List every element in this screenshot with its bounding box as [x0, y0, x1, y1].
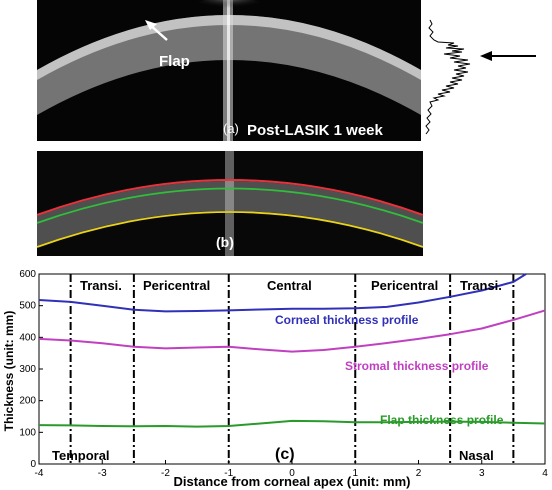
oct-scan-a: Flap (a) Post-LASIK 1 week: [37, 0, 421, 141]
region-label-transi-right: Transi.: [460, 278, 502, 293]
oct-image-panel-a: Flap (a) Post-LASIK 1 week: [37, 0, 421, 141]
y-tick-label: 500: [19, 301, 36, 312]
chart-series: [38, 273, 546, 428]
x-tick-label: -3: [98, 468, 107, 479]
series-label-corneal: Corneal thickness profile: [275, 313, 419, 327]
series-label-flap: Flap thickness profile: [380, 413, 504, 427]
x-tick-label: -4: [35, 468, 44, 479]
series-label-stromal: Stromal thickness profile: [345, 359, 489, 373]
condition-label: Post-LASIK 1 week: [247, 122, 384, 139]
side-label-nasal: Nasal: [459, 448, 494, 463]
series-line-0: [38, 273, 527, 313]
x-tick-label: 4: [542, 468, 548, 479]
x-tick-label: 2: [416, 468, 422, 479]
y-tick-label: 600: [19, 269, 36, 280]
panel-c-label: (c): [275, 446, 295, 463]
region-label-pericentral-right: Pericentral: [371, 278, 438, 293]
series-line-1: [38, 309, 546, 353]
chart-axes: [38, 273, 546, 465]
region-label-transi-left: Transi.: [80, 278, 122, 293]
flap-interface-boundary: [37, 187, 423, 224]
y-tick-label: 200: [19, 396, 36, 407]
oct-scan-b: (b): [37, 151, 423, 256]
cornea-band: [37, 15, 421, 115]
y-axis-label: Thickness (unit: mm): [2, 311, 16, 432]
region-label-pericentral-left: Pericentral: [143, 278, 210, 293]
x-tick-label: 0: [289, 468, 295, 479]
panel-a-label: (a): [223, 121, 239, 136]
tick-labels: -4 -3 -2 -1 0 1 2 3 4 0 100 200 300 400 500 600: [19, 269, 548, 479]
y-tick-label: 400: [19, 332, 36, 343]
x-tick-label: 3: [479, 468, 485, 479]
posterior-boundary: [37, 211, 423, 248]
anterior-boundary: [37, 179, 423, 216]
y-tick-label: 100: [19, 427, 36, 438]
panel-b-label: (b): [216, 234, 234, 250]
reflectivity-profile: [425, 19, 536, 135]
y-tick-label: 300: [19, 364, 36, 375]
flap-band: [37, 15, 421, 80]
thickness-chart: -4 -3 -2 -1 0 1 2 3 4 0 100 200 300 400 500 600 Transi.…: [2, 269, 548, 489]
flap-label: Flap: [159, 53, 190, 70]
reflectivity-trace: [425, 19, 471, 135]
region-label-central: Central: [267, 278, 312, 293]
x-tick-label: -2: [161, 468, 170, 479]
y-tick-label: 0: [30, 459, 36, 470]
oct-image-panel-b: (b): [37, 151, 423, 256]
series-line-2: [38, 419, 546, 428]
x-tick-label: -1: [224, 468, 233, 479]
x-tick-label: 1: [352, 468, 358, 479]
x-axis-label: Distance from corneal apex (unit: mm): [174, 474, 411, 489]
side-label-temporal: Temporal: [52, 448, 110, 463]
